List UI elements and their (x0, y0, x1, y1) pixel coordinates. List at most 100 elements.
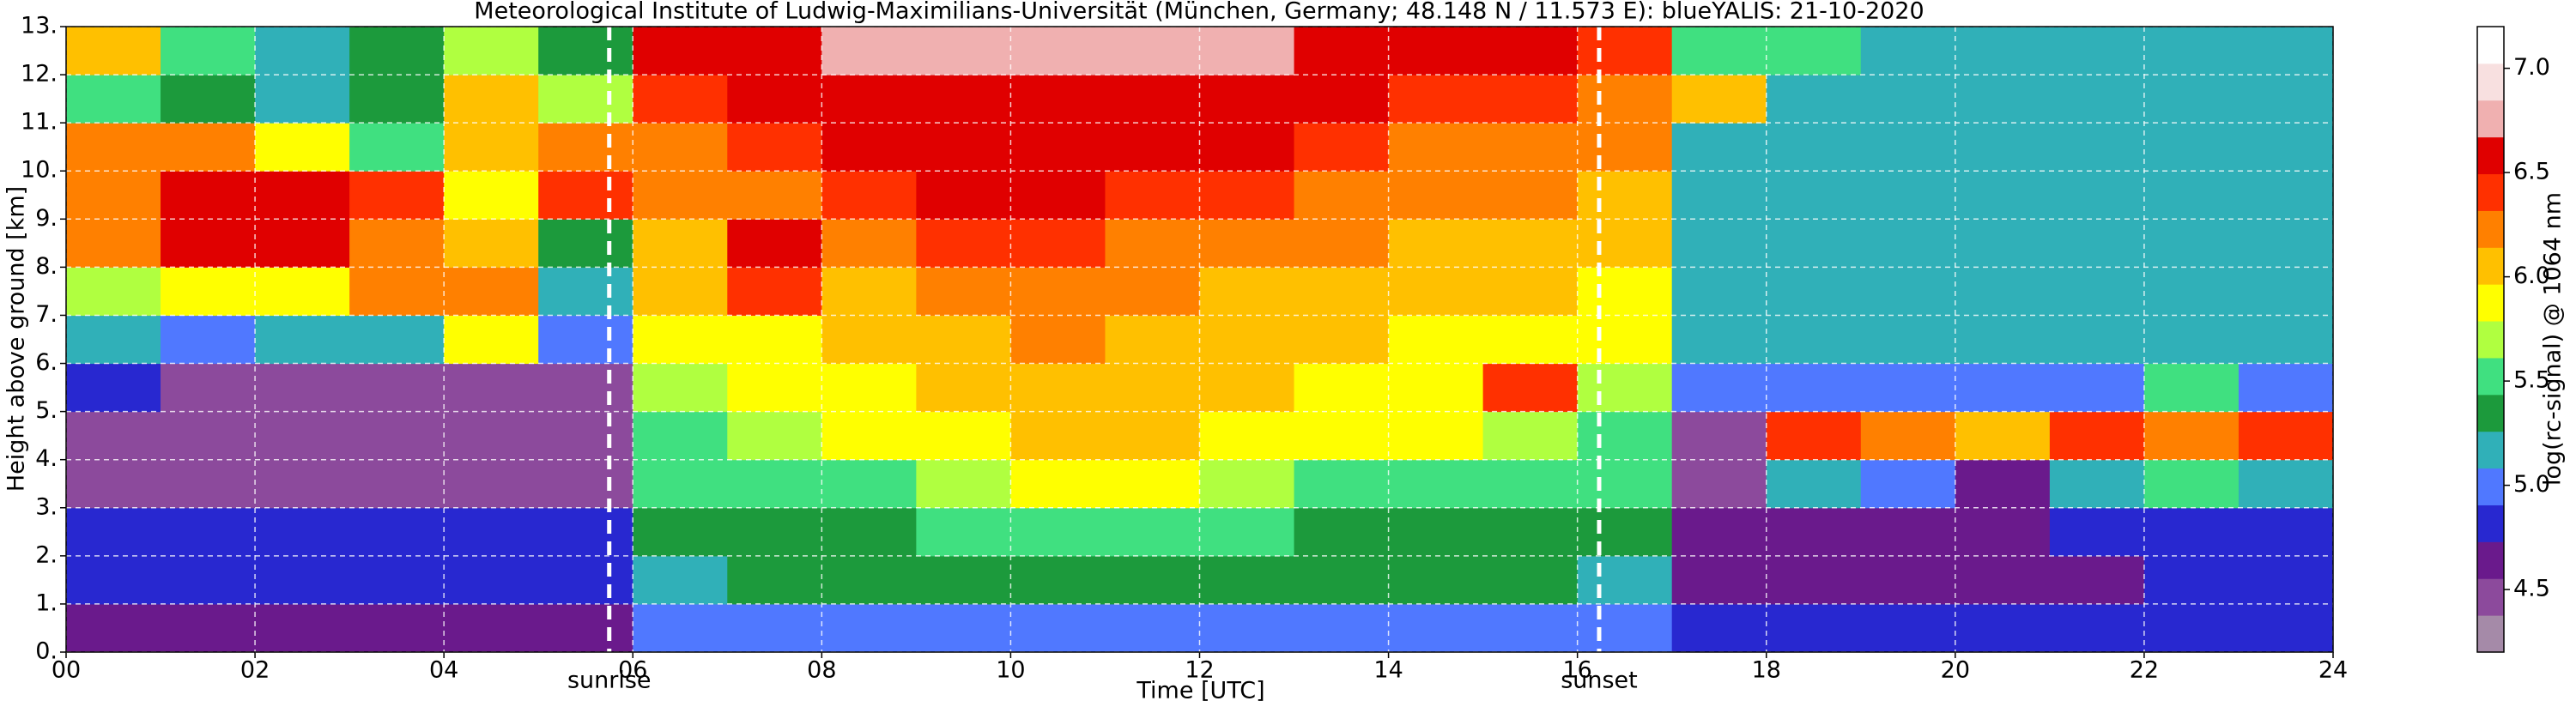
colorbar-segment (2477, 541, 2504, 579)
heatmap-cell (727, 363, 822, 413)
heatmap-cell (255, 75, 350, 124)
heatmap-cell (821, 267, 917, 316)
heatmap-cell (2143, 123, 2240, 172)
heatmap-cell (66, 27, 161, 76)
heatmap-cell (161, 267, 256, 316)
heatmap-cell (727, 27, 822, 76)
x-tick-label: 08 (807, 657, 836, 684)
heatmap-cell (2238, 123, 2334, 172)
heatmap-cell (1294, 363, 1390, 413)
heatmap-cell (727, 267, 822, 316)
heatmap-cell (1955, 123, 2051, 172)
heatmap-cell (1199, 27, 1295, 76)
heatmap-cell (66, 555, 161, 605)
heatmap-cell (1955, 555, 2051, 605)
heatmap-cell (1482, 75, 1579, 124)
heatmap-cell (66, 123, 161, 172)
heatmap-cell (1199, 555, 1295, 605)
heatmap-cell (727, 507, 822, 557)
heatmap-cell (1294, 27, 1390, 76)
x-tick-label: 06 (618, 657, 647, 684)
heatmap-cell (1577, 219, 1673, 268)
heatmap-cell (821, 315, 917, 365)
heatmap-cell (255, 459, 350, 509)
heatmap-cell (255, 27, 350, 76)
y-tick-label: 7. (35, 301, 58, 328)
heatmap-cell (1199, 171, 1295, 220)
y-tick-label: 11. (21, 109, 58, 136)
heatmap-cell (1671, 411, 1767, 461)
heatmap-cell (1577, 459, 1673, 509)
heatmap-cell (1766, 27, 1862, 76)
heatmap-cell (633, 171, 728, 220)
heatmap-cell (161, 219, 256, 268)
heatmap-cell (1010, 459, 1106, 509)
heatmap-cell (1577, 75, 1673, 124)
heatmap-cell (255, 603, 350, 653)
heatmap-cell (349, 459, 445, 509)
heatmap-cell (538, 75, 633, 124)
heatmap-cell (161, 315, 256, 365)
heatmap-cell (538, 459, 633, 509)
heatmap-cell (2238, 315, 2334, 365)
heatmap-cell (161, 363, 256, 413)
heatmap-cell (2049, 555, 2145, 605)
heatmap-cell (633, 123, 728, 172)
heatmap-cell (1105, 219, 1200, 268)
heatmap-cell (1388, 555, 1484, 605)
heatmap-cell (1577, 315, 1673, 365)
heatmap-cell (1388, 459, 1484, 509)
x-tick-label: 18 (1752, 657, 1781, 684)
y-tick-label: 10. (21, 157, 58, 184)
heatmap-cell (1671, 507, 1767, 557)
heatmap-cell (2238, 171, 2334, 220)
heatmap-cell (727, 411, 822, 461)
heatmap-cell (1388, 603, 1484, 653)
heatmap-cell (916, 603, 1011, 653)
heatmap-cell (1482, 555, 1579, 605)
heatmap-cell (1388, 315, 1484, 365)
heatmap-cell (821, 27, 917, 76)
heatmap-cell (1671, 459, 1767, 509)
colorbar-tick-label: 7.0 (2513, 54, 2550, 81)
heatmap-cell (2049, 27, 2145, 76)
heatmap-cell (538, 555, 633, 605)
y-tick-label: 6. (35, 349, 58, 376)
heatmap-cell (1294, 267, 1390, 316)
colorbar-segment (2477, 284, 2504, 322)
heatmap-cell (1105, 603, 1200, 653)
colorbar-tick-label: 6.0 (2513, 263, 2550, 289)
heatmap-cell (1010, 411, 1106, 461)
heatmap-cell (727, 123, 822, 172)
heatmap-cell (349, 411, 445, 461)
heatmap-cell (1105, 123, 1200, 172)
heatmap-cell (1294, 171, 1390, 220)
heatmap-cell (2238, 75, 2334, 124)
heatmap-cell (444, 267, 539, 316)
heatmap-cell (1388, 75, 1484, 124)
heatmap-cell (916, 363, 1011, 413)
heatmap-cell (2143, 27, 2240, 76)
colorbar-tick-label: 6.5 (2513, 159, 2550, 185)
colorbar-tick-label: 5.5 (2513, 367, 2550, 394)
y-tick-label: 1. (35, 589, 58, 616)
heatmap-cell (66, 459, 161, 509)
x-tick-label: 04 (429, 657, 458, 684)
x-tick-label: 20 (1941, 657, 1970, 684)
y-tick-label: 3. (35, 493, 58, 520)
heatmap-cell (916, 507, 1011, 557)
y-tick-label: 4. (35, 445, 58, 472)
heatmap-cell (1482, 315, 1579, 365)
heatmap-cell (633, 507, 728, 557)
heatmap-cell (916, 411, 1011, 461)
heatmap-cell (1577, 555, 1673, 605)
heatmap-cell (727, 603, 822, 653)
heatmap-cell (1294, 411, 1390, 461)
heatmap-cell (1482, 267, 1579, 316)
heatmap-cell (66, 603, 161, 653)
heatmap-cell (1955, 267, 2051, 316)
heatmap-cell (2238, 555, 2334, 605)
heatmap-cell (916, 219, 1011, 268)
heatmap-cell (1199, 507, 1295, 557)
heatmap-cell (1010, 75, 1106, 124)
